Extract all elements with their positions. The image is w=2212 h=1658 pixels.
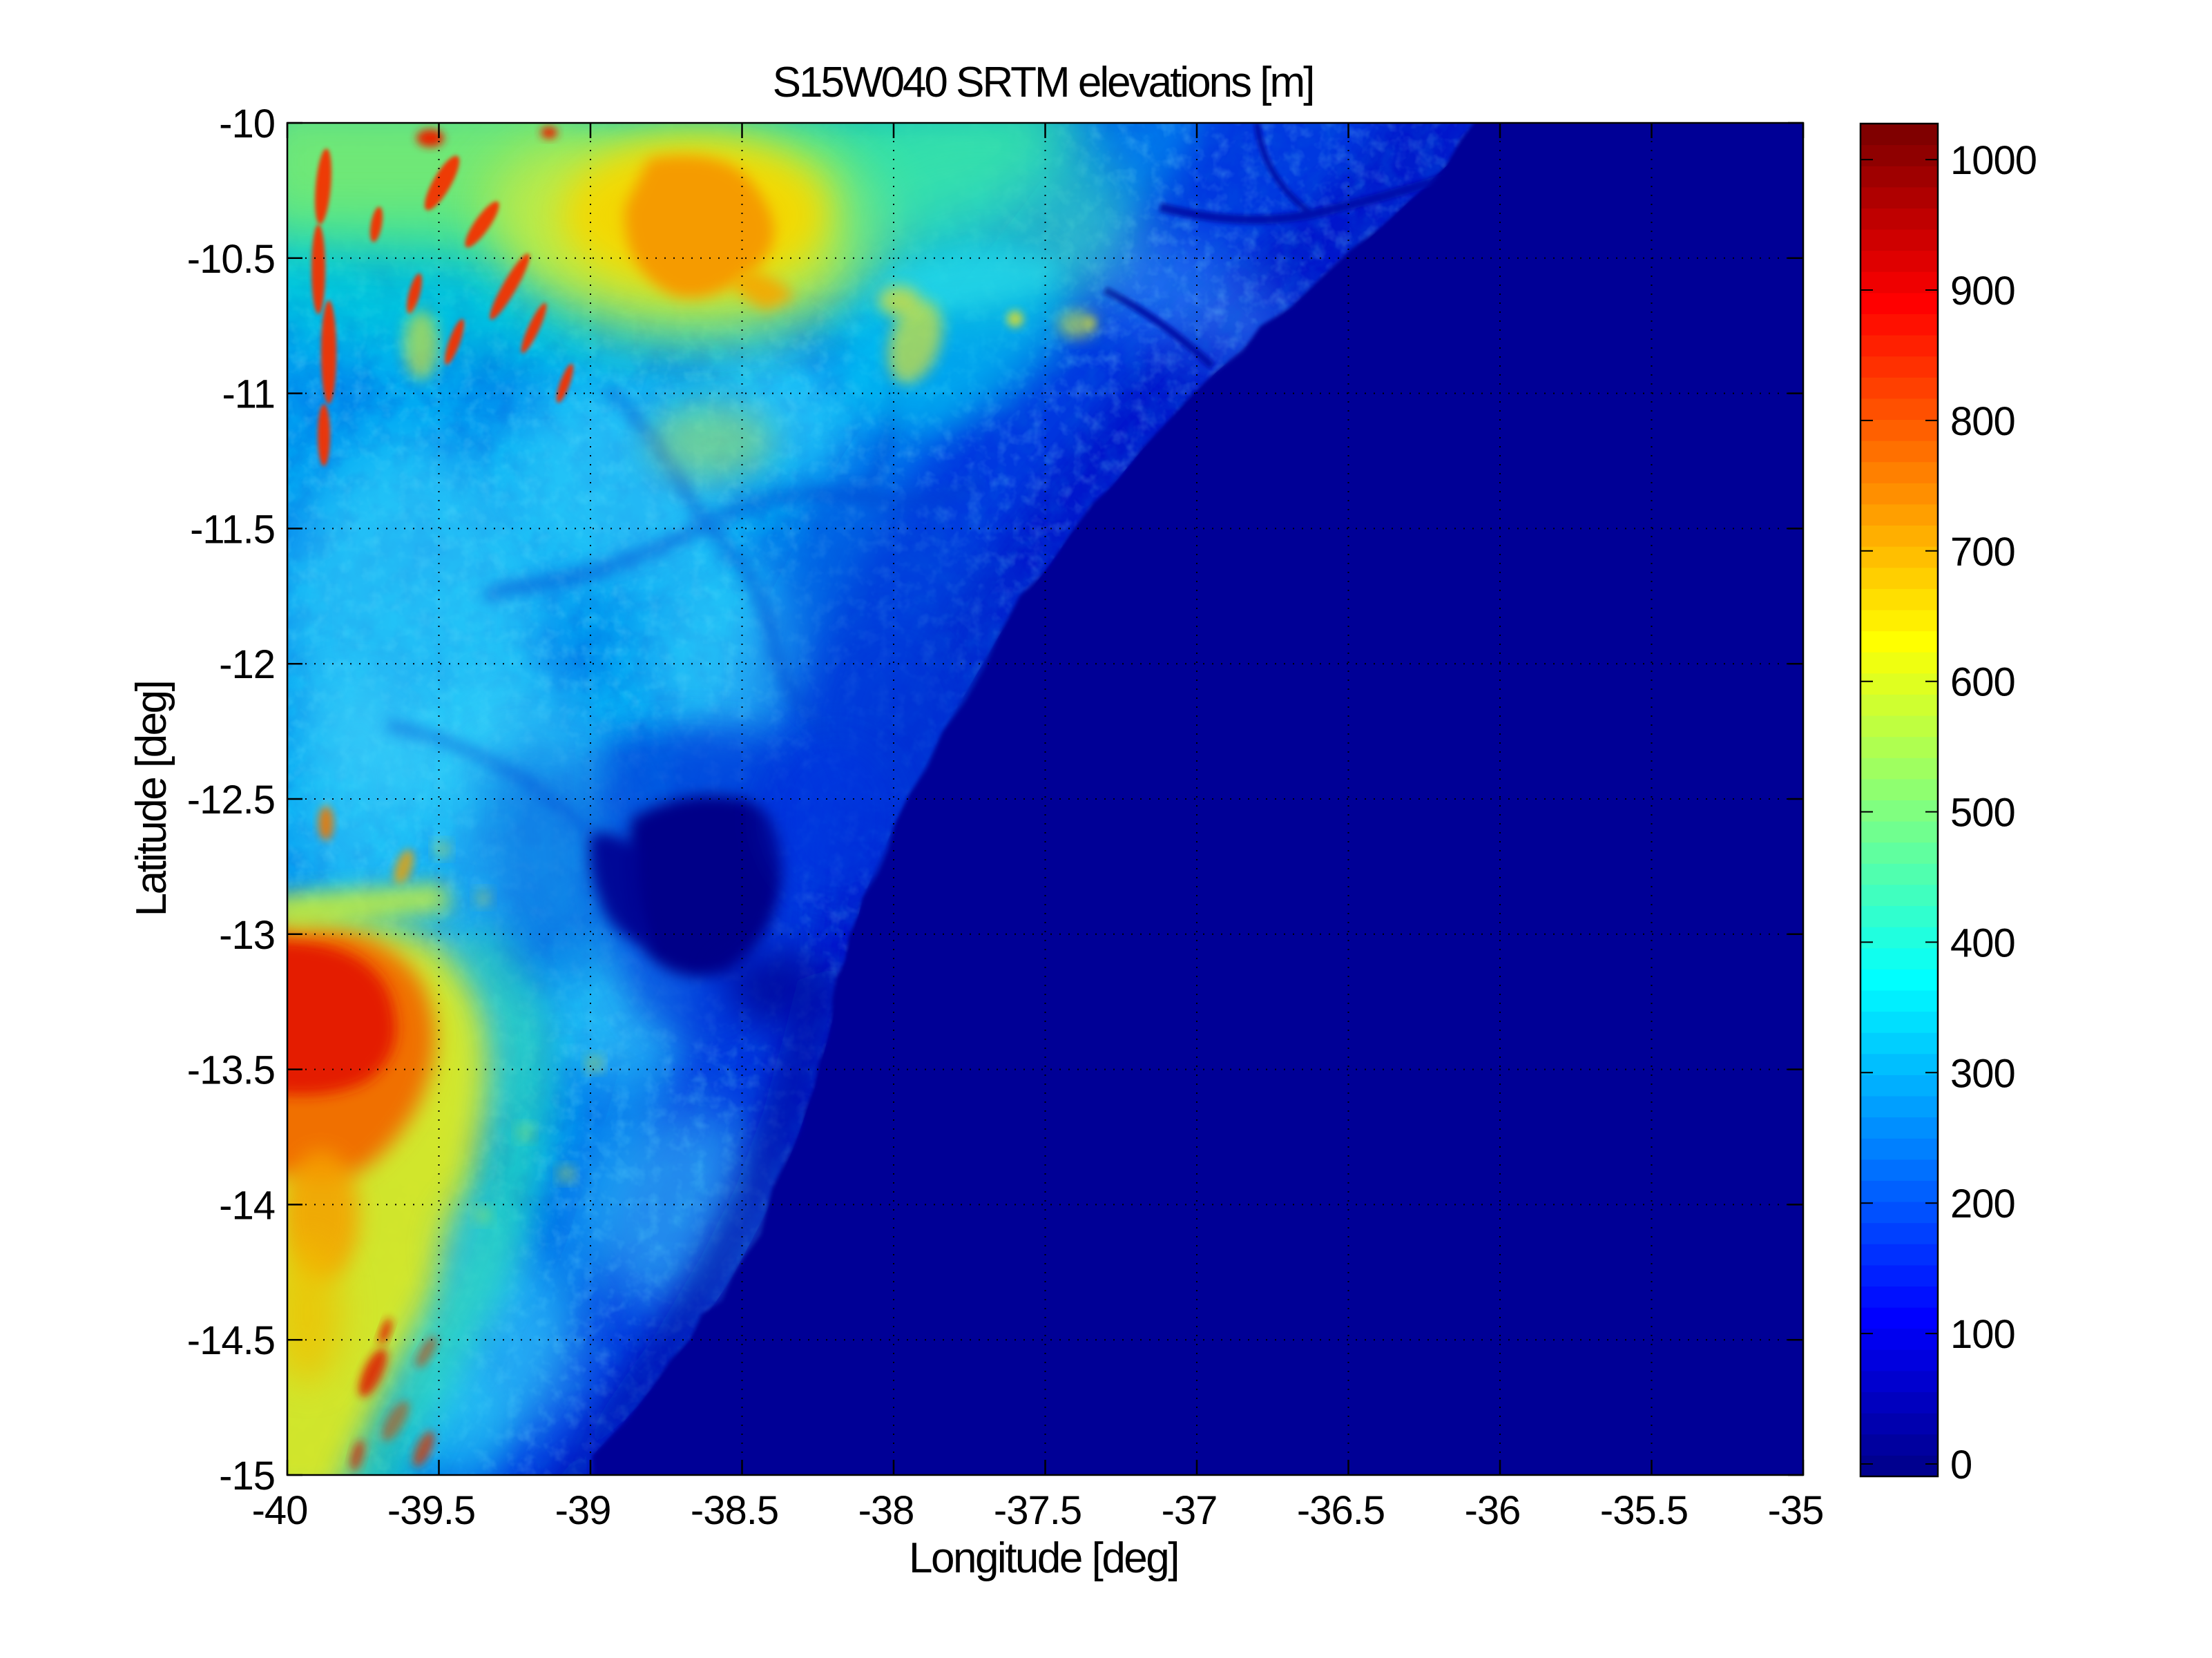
svg-text:400: 400 [1950,920,2015,965]
svg-text:S15W040 SRTM elevations [m]: S15W040 SRTM elevations [m] [773,59,1314,106]
svg-text:-35.5: -35.5 [1600,1488,1688,1533]
svg-text:800: 800 [1950,399,2015,444]
svg-text:500: 500 [1950,791,2015,836]
svg-text:-14: -14 [219,1183,275,1228]
svg-text:-36.5: -36.5 [1297,1488,1385,1533]
svg-text:0: 0 [1950,1443,1972,1487]
svg-text:-38.5: -38.5 [691,1488,778,1533]
svg-text:-37.5: -37.5 [994,1488,1081,1533]
svg-text:1000: 1000 [1950,138,2037,183]
svg-text:-39: -39 [555,1488,611,1533]
svg-text:-11: -11 [222,372,275,417]
svg-text:-35: -35 [1768,1488,1824,1533]
svg-text:700: 700 [1950,530,2015,575]
svg-text:300: 300 [1950,1051,2015,1096]
svg-text:-40: -40 [252,1488,308,1533]
svg-text:-39.5: -39.5 [387,1488,475,1533]
svg-text:-38: -38 [858,1488,914,1533]
svg-text:-14.5: -14.5 [187,1318,275,1363]
svg-text:-37: -37 [1162,1488,1218,1533]
svg-text:900: 900 [1950,269,2015,314]
svg-text:-13: -13 [219,913,275,958]
svg-text:-13.5: -13.5 [187,1048,275,1093]
svg-text:200: 200 [1950,1182,2015,1226]
svg-text:-36: -36 [1465,1488,1521,1533]
svg-text:-10.5: -10.5 [187,237,275,282]
svg-text:-12: -12 [219,642,275,687]
svg-text:-12.5: -12.5 [187,778,275,822]
svg-text:Longitude [deg]: Longitude [deg] [909,1534,1178,1582]
svg-text:Latitude [deg]: Latitude [deg] [128,682,175,917]
svg-text:600: 600 [1950,660,2015,705]
svg-text:100: 100 [1950,1312,2015,1357]
svg-text:-10: -10 [219,102,275,146]
svg-text:-15: -15 [219,1454,275,1498]
svg-text:-11.5: -11.5 [190,507,275,552]
